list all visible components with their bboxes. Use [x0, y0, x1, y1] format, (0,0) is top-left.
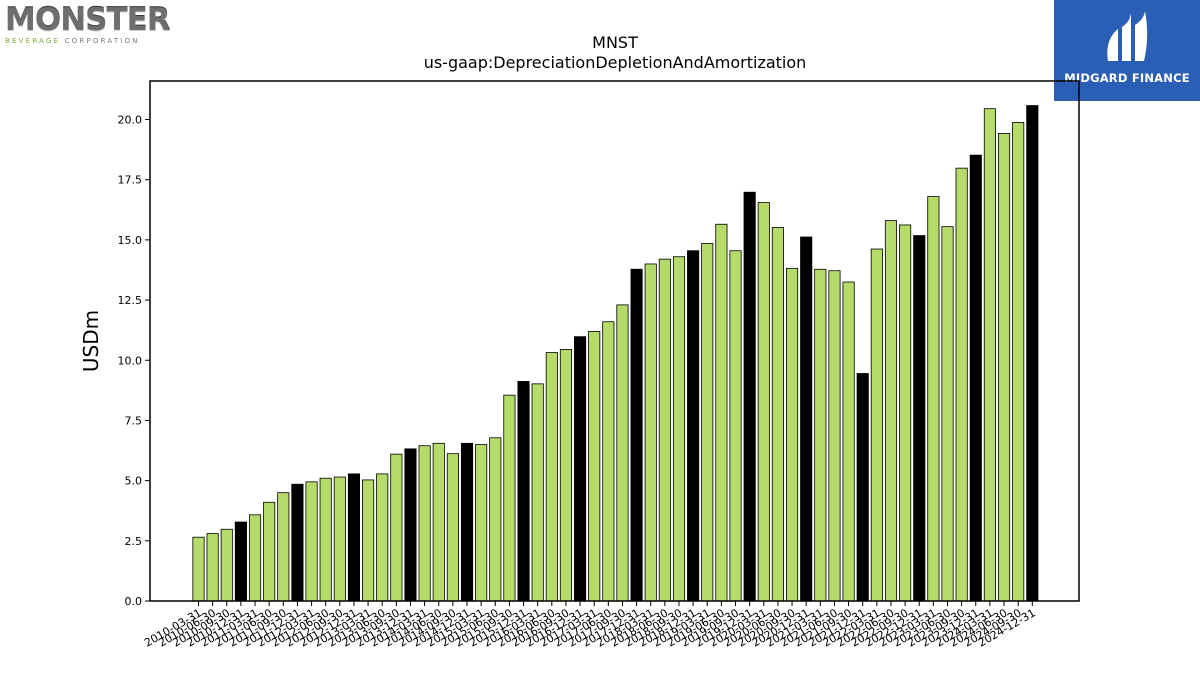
- bar-2021-03-31: [814, 268, 827, 602]
- midgard-finance-brand: MIDGARD FINANCE: [1064, 71, 1190, 85]
- bar-2020-09-30: [786, 267, 799, 602]
- monster-logo-sub-gray: CORPORATION: [64, 37, 140, 45]
- bar-2011-03-31: [248, 514, 262, 602]
- bar-2023-12-31: [969, 154, 982, 602]
- bar-2015-12-31: [517, 381, 530, 602]
- bar-2022-03-31: [870, 248, 883, 602]
- y-tick-label: 15.0: [118, 234, 143, 247]
- y-tick-label: 0.0: [125, 595, 143, 608]
- bar-2018-12-31: [687, 250, 700, 602]
- bar-2016-06-30: [545, 352, 558, 602]
- monster-logo: MONSTER BEVERAGE CORPORATION: [5, 2, 171, 46]
- plot-frame: [149, 80, 1080, 602]
- y-axis-label: USDm: [79, 310, 103, 372]
- bar-2015-06-30: [489, 437, 502, 602]
- bar-2014-09-30: [446, 453, 459, 602]
- bar-2024-03-31: [983, 108, 996, 602]
- bar-2024-12-31: [1026, 105, 1039, 602]
- bar-2023-06-30: [941, 226, 954, 602]
- y-tick-label: 12.5: [118, 294, 143, 307]
- bar-2023-03-31: [927, 196, 940, 602]
- y-tick-label: 20.0: [118, 114, 143, 127]
- bar-2022-06-30: [884, 220, 898, 602]
- bar-2012-06-30: [319, 477, 332, 602]
- midgard-emblem-icon: [1107, 11, 1148, 61]
- bar-2010-12-31: [234, 521, 247, 602]
- bar-2017-12-31: [630, 268, 643, 602]
- x-axis: 2010-03-312010-06-302010-09-302010-12-31…: [142, 601, 1038, 650]
- bars-group: [192, 105, 1039, 602]
- bar-2019-09-30: [729, 250, 742, 602]
- bar-2012-09-30: [333, 476, 346, 602]
- bar-2019-12-31: [743, 191, 756, 602]
- bar-2010-09-30: [220, 528, 233, 602]
- bar-2016-12-31: [574, 336, 587, 602]
- bar-2017-09-30: [616, 304, 629, 602]
- monster-logo-sub-green: BEVERAGE: [5, 37, 61, 45]
- bar-2022-09-30: [899, 224, 912, 602]
- bar-2021-12-31: [856, 373, 869, 602]
- bar-2016-09-30: [559, 349, 572, 602]
- bar-2019-06-30: [715, 223, 728, 602]
- y-tick-label: 5.0: [125, 475, 143, 488]
- bar-2024-06-30: [997, 133, 1011, 602]
- bar-2013-12-31: [404, 448, 417, 602]
- y-axis: 0.0 2.5 5.0 7.5 10.0 12.5 15.0 17.5 20.0: [118, 114, 150, 608]
- bar-2010-06-30: [206, 533, 219, 602]
- y-tick-label: 10.0: [118, 354, 143, 367]
- monster-logo-subtitle: BEVERAGE CORPORATION: [5, 37, 163, 45]
- bar-2017-06-30: [602, 321, 615, 602]
- bar-2018-03-31: [644, 263, 657, 602]
- bar-2011-09-30: [277, 492, 290, 602]
- bar-2010-03-31: [192, 536, 205, 602]
- bar-2013-06-30: [376, 473, 389, 602]
- bar-2023-09-30: [955, 167, 968, 602]
- bar-2017-03-31: [588, 330, 601, 602]
- bar-2014-06-30: [432, 442, 445, 602]
- monster-logo-word: MONSTER: [5, 2, 171, 38]
- bar-2018-09-30: [672, 256, 686, 602]
- bar-2014-03-31: [418, 445, 431, 602]
- bar-2011-06-30: [263, 501, 276, 602]
- chart-title: MNST: [592, 33, 638, 52]
- bar-2020-12-31: [800, 236, 813, 602]
- bar-2021-09-30: [842, 281, 855, 602]
- y-tick-label: 7.5: [125, 414, 143, 427]
- bar-2021-06-30: [828, 270, 841, 602]
- bar-2013-09-30: [390, 453, 403, 602]
- bar-2018-06-30: [658, 258, 671, 602]
- bar-2012-12-31: [347, 473, 361, 602]
- y-tick-label: 17.5: [118, 174, 143, 187]
- chart-subtitle: us-gaap:DepreciationDepletionAndAmortiza…: [424, 53, 807, 72]
- y-tick-label: 2.5: [125, 535, 143, 548]
- bar-2015-03-31: [475, 444, 488, 602]
- bar-2020-03-31: [757, 202, 770, 602]
- bar-2020-06-30: [771, 226, 784, 602]
- bar-2019-03-31: [701, 243, 714, 602]
- bar-2024-09-30: [1012, 122, 1025, 602]
- bar-2014-12-31: [460, 442, 474, 602]
- bar-2022-12-31: [913, 235, 926, 602]
- bar-2013-03-31: [362, 479, 375, 602]
- bar-2016-03-31: [531, 383, 544, 602]
- bar-2012-03-31: [305, 481, 318, 602]
- bar-2015-09-30: [503, 394, 516, 602]
- bar-2011-12-31: [291, 483, 304, 602]
